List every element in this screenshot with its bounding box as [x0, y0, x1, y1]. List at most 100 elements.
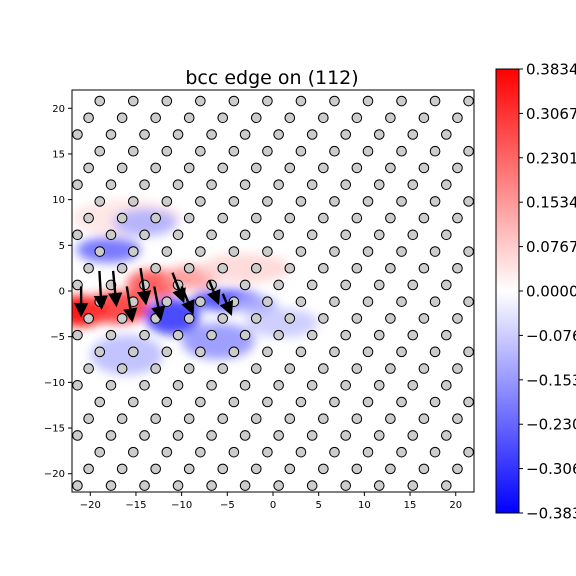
atom [262, 145, 273, 157]
atom [83, 162, 94, 174]
atom [250, 212, 262, 224]
atom [183, 162, 195, 174]
atom [351, 313, 363, 324]
displacement-arrow [136, 267, 152, 306]
atom [94, 396, 106, 408]
atom [441, 379, 452, 391]
atom [72, 329, 83, 341]
atom [50, 314, 60, 324]
atom [362, 296, 374, 307]
atom [262, 346, 273, 358]
atom [116, 363, 128, 374]
atom [72, 279, 83, 291]
atom [172, 179, 184, 190]
atom [475, 481, 485, 491]
atom [429, 396, 441, 408]
displacement-arrow [180, 285, 195, 316]
atom [116, 112, 128, 124]
atom [116, 262, 128, 274]
atom [362, 145, 374, 157]
atom [306, 229, 318, 241]
atom [385, 212, 396, 224]
atom [183, 363, 195, 374]
atom [295, 246, 307, 257]
atom [273, 329, 284, 341]
atom [452, 463, 463, 475]
atom [318, 112, 329, 124]
atom [374, 80, 384, 90]
strain-blob [90, 334, 164, 376]
atom [351, 212, 363, 224]
atom [373, 480, 385, 491]
atom [340, 179, 352, 190]
atom [116, 413, 128, 425]
atom [407, 129, 419, 140]
atom [105, 179, 117, 190]
displacement-arrow [206, 279, 221, 305]
y-tick-label: −10 [44, 378, 65, 389]
atom [150, 463, 161, 475]
atom [351, 463, 363, 475]
atom [50, 414, 60, 424]
atom [340, 329, 352, 341]
chart-title: bcc edge on (112) [185, 67, 358, 89]
x-tick-label: −20 [80, 500, 101, 511]
atom [195, 246, 206, 257]
atom [105, 430, 117, 441]
atom [150, 363, 161, 374]
atom [396, 196, 407, 207]
atom [250, 112, 262, 124]
atom [206, 229, 217, 241]
atom [183, 262, 195, 274]
atom [329, 446, 340, 458]
atom [340, 229, 352, 241]
atom [94, 196, 106, 207]
atom [73, 80, 83, 90]
atom [228, 145, 240, 157]
atom [106, 80, 116, 90]
atom [72, 379, 83, 391]
atom [463, 196, 474, 207]
atom [94, 246, 106, 257]
colorbar-tick-label: 0.3834 [526, 61, 576, 79]
atom [429, 446, 441, 458]
atom [441, 480, 452, 491]
atom [351, 112, 363, 124]
atom [262, 246, 273, 257]
atom [463, 296, 474, 307]
atom [39, 180, 49, 190]
atom [452, 262, 463, 274]
y-tick-label: 5 [59, 241, 65, 252]
atom [140, 80, 150, 90]
atom [61, 297, 71, 307]
atom [262, 396, 273, 408]
atom [441, 430, 452, 441]
atom [150, 413, 161, 425]
atom [429, 346, 441, 358]
atom [351, 363, 363, 374]
atom [206, 329, 217, 341]
atom [195, 446, 206, 458]
atom [385, 112, 396, 124]
atom [206, 430, 217, 441]
atom [452, 112, 463, 124]
atom [318, 212, 329, 224]
atom [195, 95, 206, 107]
atom [139, 179, 150, 190]
colorbar-tick-label: −0.230 [526, 416, 576, 434]
atom [83, 112, 94, 124]
atom [61, 397, 71, 407]
atom [139, 379, 150, 391]
atom [463, 396, 474, 408]
atom [217, 313, 229, 324]
atom [408, 80, 418, 90]
atom [195, 296, 206, 307]
atom [239, 430, 251, 441]
atom [452, 212, 463, 224]
atom [284, 463, 296, 475]
atom [228, 446, 240, 458]
atom [418, 262, 430, 274]
atom [362, 95, 374, 107]
atom [128, 196, 139, 207]
atom [128, 396, 139, 408]
